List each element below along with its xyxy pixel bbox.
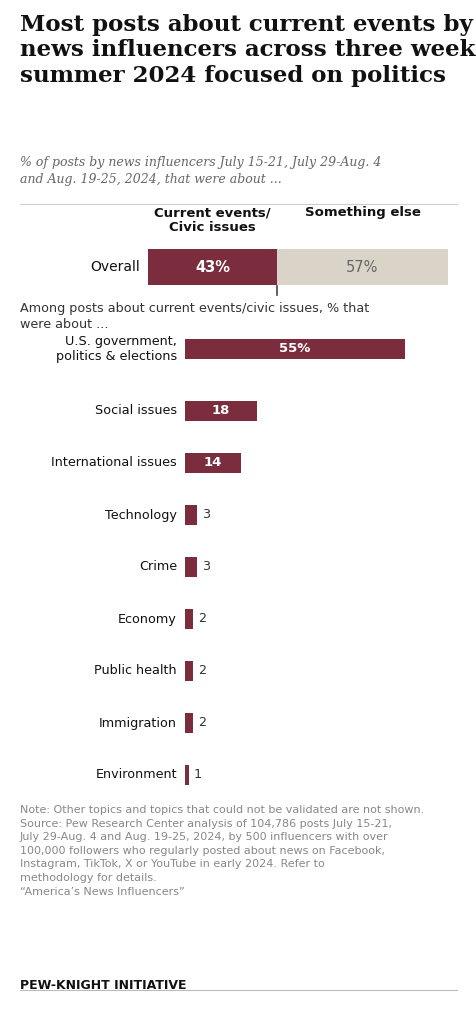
Text: 43%: 43%: [195, 259, 229, 274]
Text: 2: 2: [198, 612, 206, 626]
Text: 18: 18: [211, 404, 230, 418]
Text: 2: 2: [198, 717, 206, 729]
Bar: [277, 249, 447, 285]
Text: 3: 3: [201, 509, 210, 521]
Bar: [185, 713, 193, 733]
Text: 2: 2: [198, 665, 206, 678]
Text: Among posts about current events/civic issues, % that
were about ...: Among posts about current events/civic i…: [20, 302, 368, 332]
Bar: [185, 662, 193, 681]
Bar: [185, 453, 240, 473]
Text: Note: Other topics and topics that could not be validated are not shown.
Source:: Note: Other topics and topics that could…: [20, 805, 423, 897]
Text: Overall: Overall: [90, 260, 140, 274]
Text: U.S. government,
politics & elections: U.S. government, politics & elections: [56, 335, 177, 362]
Text: Social issues: Social issues: [95, 404, 177, 418]
Text: Economy: Economy: [118, 612, 177, 626]
Text: Immigration: Immigration: [99, 717, 177, 729]
Text: Current events/
Civic issues: Current events/ Civic issues: [154, 206, 270, 234]
Text: 57%: 57%: [346, 259, 378, 274]
Bar: [185, 609, 193, 629]
Text: Environment: Environment: [95, 768, 177, 781]
Text: 14: 14: [203, 457, 222, 469]
Text: Something else: Something else: [304, 206, 419, 219]
Text: 55%: 55%: [279, 342, 310, 355]
Text: 1: 1: [194, 768, 202, 781]
Text: International issues: International issues: [51, 457, 177, 469]
Bar: [185, 339, 404, 359]
Text: Public health: Public health: [94, 665, 177, 678]
Bar: [185, 765, 188, 785]
Text: % of posts by news influencers July 15-21, July 29-Aug. 4
and Aug. 19-25, 2024, : % of posts by news influencers July 15-2…: [20, 156, 381, 185]
Text: 3: 3: [201, 560, 210, 573]
Text: Crime: Crime: [139, 560, 177, 573]
Bar: [185, 557, 197, 577]
Bar: [185, 505, 197, 525]
Bar: [148, 249, 277, 285]
Bar: [185, 401, 257, 421]
Text: Most posts about current events by
news influencers across three weeks in
summer: Most posts about current events by news …: [20, 14, 476, 87]
Text: Technology: Technology: [105, 509, 177, 521]
Text: PEW-KNIGHT INITIATIVE: PEW-KNIGHT INITIATIVE: [20, 979, 186, 992]
